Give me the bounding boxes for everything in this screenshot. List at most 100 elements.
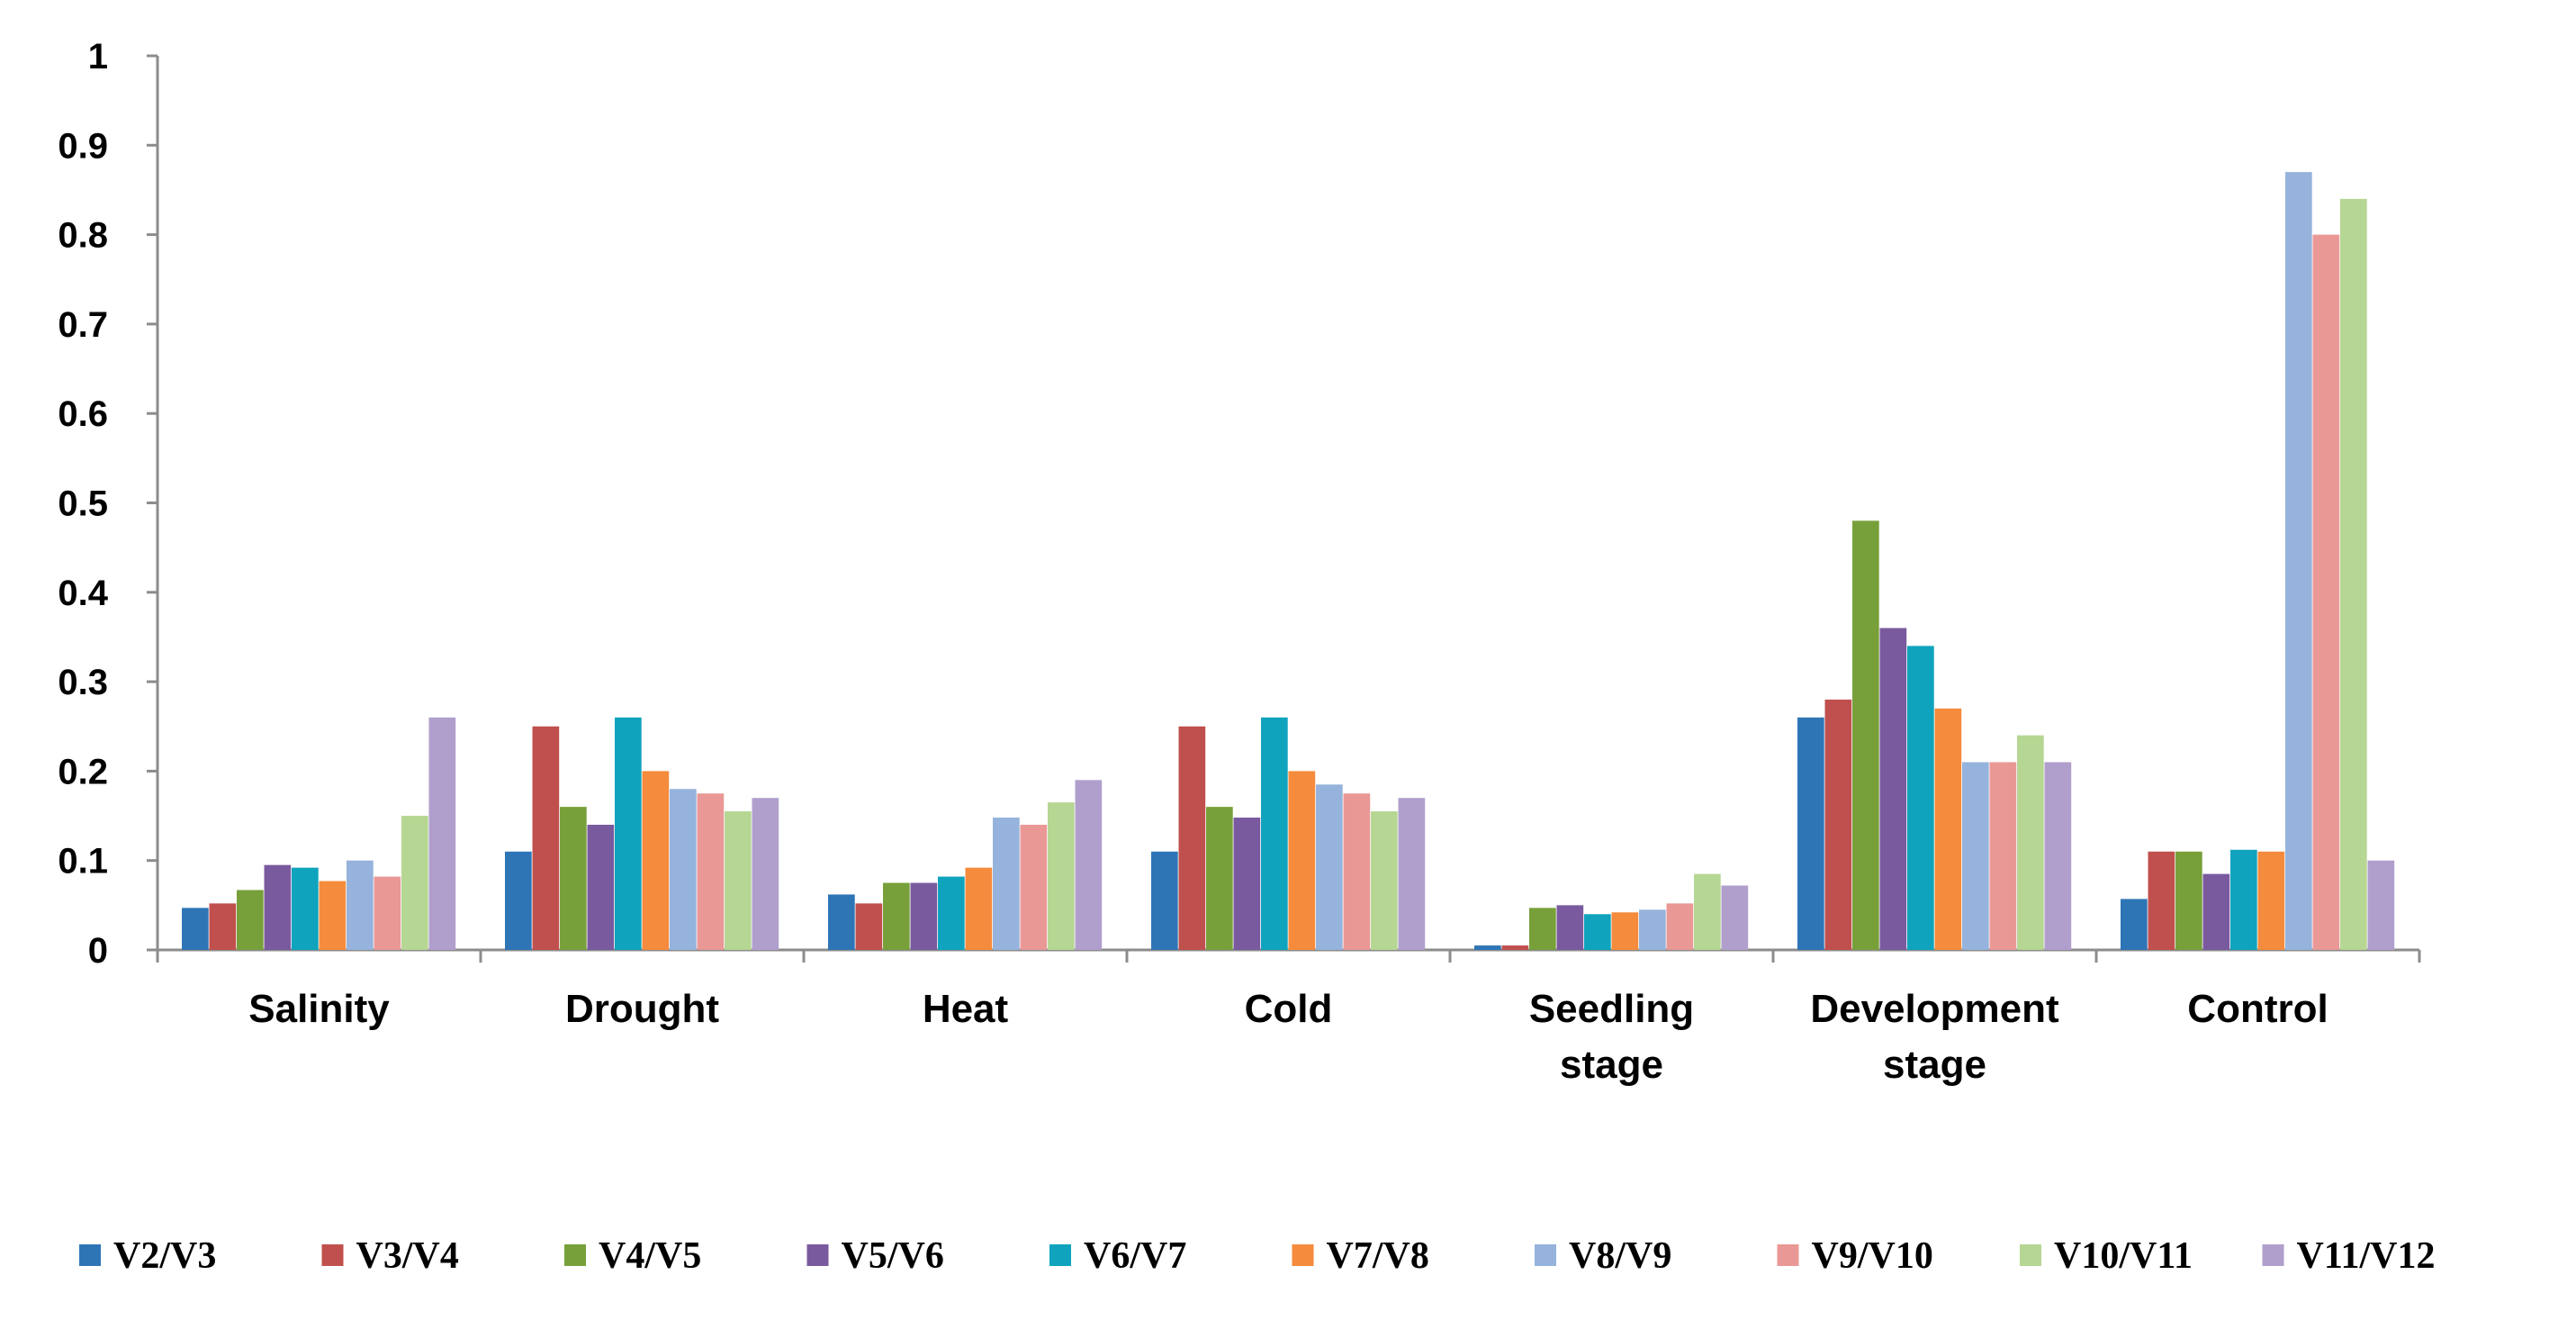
bar-v9-v10-development-stage bbox=[1989, 762, 2017, 950]
category-labels: Salinity Drought Heat Cold Seedling stage Deve… bbox=[248, 987, 2328, 1087]
bar-v6-v7-drought bbox=[615, 717, 642, 950]
bar-v2-v3-seedling-stage bbox=[1474, 945, 1501, 950]
legend-swatch bbox=[79, 1244, 101, 1266]
bar-v10-v11-development-stage bbox=[2017, 735, 2044, 950]
bar-v9-v10-heat bbox=[1020, 824, 1048, 950]
bar-v4-v5-cold bbox=[1206, 807, 1233, 950]
bar-v5-v6-drought bbox=[587, 824, 615, 950]
legend-swatch bbox=[1777, 1244, 1799, 1266]
bar-v7-v8-salinity bbox=[319, 881, 347, 950]
bar-v11-v12-cold bbox=[1398, 798, 1426, 950]
bar-v10-v11-seedling-stage bbox=[1694, 873, 1721, 950]
bar-v7-v8-heat bbox=[965, 867, 993, 950]
bar-v6-v7-seedling-stage bbox=[1584, 914, 1611, 950]
bar-v4-v5-drought bbox=[560, 807, 587, 950]
x-category-label: Heat bbox=[923, 987, 1009, 1031]
legend-label: V9/V10 bbox=[1812, 1235, 1933, 1277]
legend-label: V5/V6 bbox=[842, 1235, 944, 1277]
bar-v5-v6-salinity bbox=[264, 864, 292, 950]
y-tick-label: 0.4 bbox=[58, 574, 108, 613]
bar-v9-v10-drought bbox=[697, 793, 725, 950]
legend-swatch bbox=[321, 1244, 344, 1266]
y-tick-label: 0.5 bbox=[58, 484, 108, 524]
bar-v5-v6-seedling-stage bbox=[1556, 905, 1584, 950]
bar-v10-v11-cold bbox=[1371, 811, 1398, 950]
bar-v11-v12-development-stage bbox=[2044, 762, 2072, 950]
y-tick-label: 0 bbox=[88, 931, 108, 971]
bar-v8-v9-seedling-stage bbox=[1639, 909, 1666, 950]
bar-v4-v5-heat bbox=[883, 882, 910, 950]
bar-v5-v6-control bbox=[2202, 873, 2230, 950]
y-tick-label: 0.7 bbox=[58, 305, 108, 345]
bar-v2-v3-cold bbox=[1151, 851, 1178, 950]
y-tick-label: 0.2 bbox=[58, 752, 108, 791]
x-category-label: Drought bbox=[565, 987, 719, 1031]
bar-v9-v10-salinity bbox=[374, 876, 401, 950]
bar-v3-v4-development-stage bbox=[1824, 699, 1852, 950]
bar-v4-v5-seedling-stage bbox=[1529, 908, 1556, 950]
legend-label: V6/V7 bbox=[1084, 1235, 1186, 1277]
legend-label: V3/V4 bbox=[356, 1235, 459, 1277]
bars bbox=[182, 172, 2395, 951]
bar-v8-v9-salinity bbox=[347, 860, 374, 950]
legend-swatch bbox=[2020, 1244, 2041, 1266]
bar-v7-v8-drought bbox=[642, 771, 670, 950]
legend-swatch bbox=[564, 1244, 586, 1266]
bar-v11-v12-drought bbox=[752, 798, 779, 950]
bar-v11-v12-heat bbox=[1075, 780, 1103, 950]
bar-v2-v3-heat bbox=[828, 894, 855, 950]
bar-v7-v8-control bbox=[2257, 851, 2285, 950]
bar-v3-v4-drought bbox=[532, 726, 560, 950]
legend-swatch bbox=[1292, 1244, 1314, 1266]
bar-v6-v7-cold bbox=[1261, 717, 1288, 950]
y-tick-label: 1 bbox=[88, 37, 108, 77]
bar-v3-v4-cold bbox=[1178, 726, 1206, 950]
bar-v11-v12-salinity bbox=[428, 717, 456, 950]
bar-v6-v7-heat bbox=[938, 876, 965, 950]
legend-label: V2/V3 bbox=[113, 1235, 216, 1277]
legend-swatch bbox=[1049, 1244, 1071, 1266]
bar-v4-v5-development-stage bbox=[1852, 520, 1879, 950]
y-tick-label: 0.1 bbox=[58, 842, 108, 882]
bar-v3-v4-heat bbox=[855, 903, 883, 950]
x-category-label: Salinity bbox=[248, 987, 390, 1031]
bar-v10-v11-salinity bbox=[401, 816, 428, 950]
bar-v11-v12-control bbox=[2367, 860, 2395, 950]
y-tick-label: 0.9 bbox=[58, 126, 108, 166]
legend-label: V7/V8 bbox=[1327, 1235, 1429, 1277]
bar-v6-v7-control bbox=[2230, 849, 2257, 950]
bar-v6-v7-salinity bbox=[292, 867, 319, 950]
x-category-label: Development bbox=[1810, 987, 2059, 1031]
legend-label: V4/V5 bbox=[599, 1235, 701, 1277]
bar-v8-v9-development-stage bbox=[1962, 762, 1989, 950]
bar-v8-v9-drought bbox=[670, 789, 697, 950]
bar-v9-v10-cold bbox=[1343, 793, 1371, 950]
bar-v3-v4-control bbox=[2148, 851, 2175, 950]
bar-v2-v3-drought bbox=[505, 851, 532, 950]
bar-v2-v3-control bbox=[2121, 899, 2148, 950]
bar-v4-v5-salinity bbox=[237, 890, 264, 950]
bar-v9-v10-control bbox=[2312, 234, 2340, 951]
bar-v10-v11-heat bbox=[1048, 802, 1075, 950]
legend-label: V8/V9 bbox=[1569, 1235, 1671, 1277]
bar-v8-v9-cold bbox=[1316, 784, 1343, 950]
legend-swatch bbox=[1535, 1244, 1556, 1266]
bar-v3-v4-salinity bbox=[209, 903, 237, 950]
bar-v10-v11-control bbox=[2340, 198, 2367, 950]
bar-v2-v3-salinity bbox=[182, 908, 209, 950]
x-category-label: Cold bbox=[1245, 987, 1333, 1031]
bar-v7-v8-cold bbox=[1288, 771, 1316, 950]
y-tick-label: 0.3 bbox=[58, 663, 108, 702]
x-category-label: stage bbox=[1883, 1043, 1986, 1087]
bar-v10-v11-drought bbox=[725, 811, 752, 950]
bar-v5-v6-cold bbox=[1233, 818, 1261, 950]
x-category-label: Seedling bbox=[1529, 987, 1694, 1031]
bar-v9-v10-seedling-stage bbox=[1666, 903, 1694, 950]
bar-v3-v4-seedling-stage bbox=[1501, 945, 1529, 950]
legend-label: V10/V11 bbox=[2054, 1235, 2193, 1277]
legend-label: V11/V12 bbox=[2297, 1235, 2436, 1277]
bar-v2-v3-development-stage bbox=[1797, 717, 1824, 950]
bar-v4-v5-control bbox=[2175, 851, 2202, 950]
legend: V2/V3 V3/V4 V4/V5 V5/V6 V6/V7 V7/V8 V8/V9 V9/V1… bbox=[79, 1235, 2436, 1277]
